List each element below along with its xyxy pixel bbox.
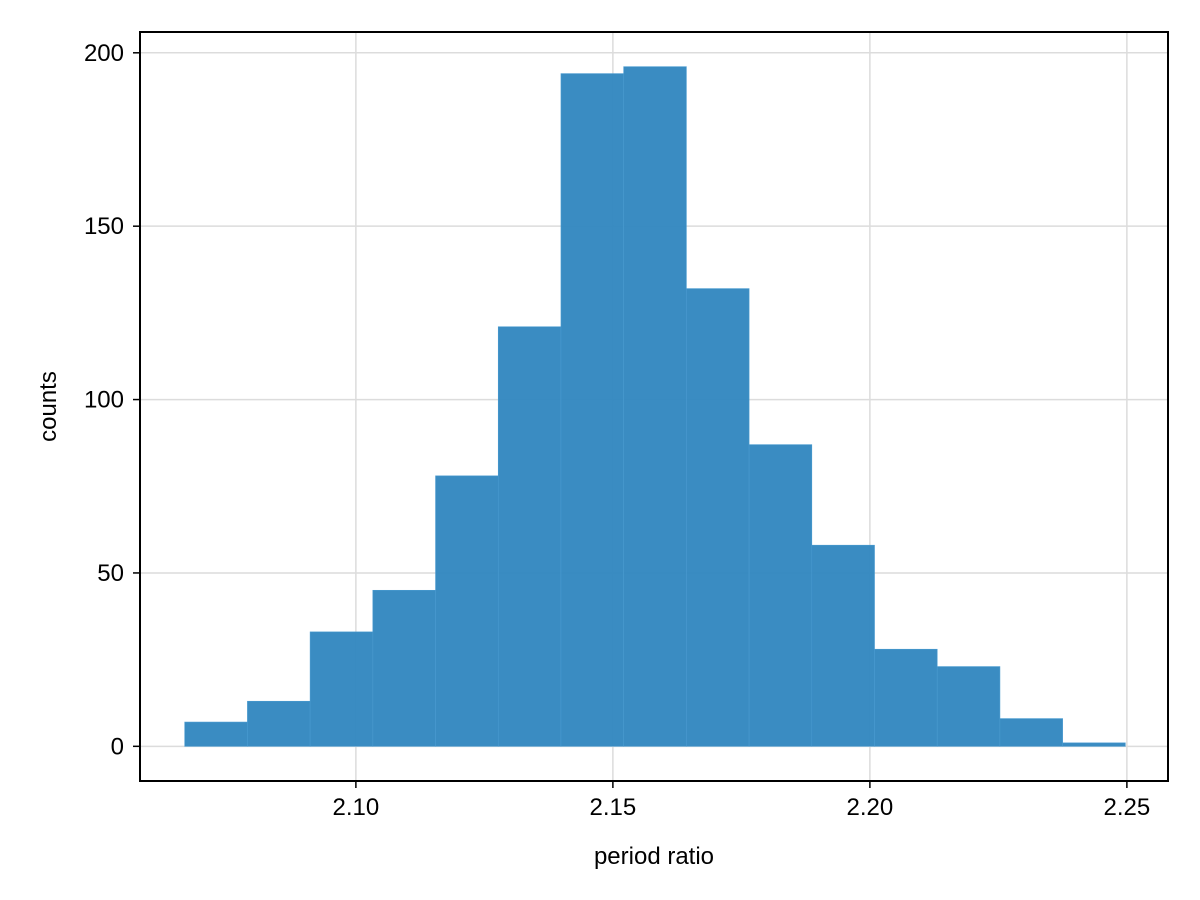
x-tick-label: 2.20 bbox=[847, 794, 894, 821]
histogram-bar bbox=[999, 718, 1063, 747]
histogram-bar bbox=[686, 288, 750, 747]
histogram-bar bbox=[560, 73, 624, 747]
histogram-bars bbox=[184, 66, 1126, 747]
histogram-bar bbox=[1062, 742, 1126, 747]
histogram-bar bbox=[247, 700, 311, 747]
plot-frame bbox=[139, 31, 1169, 782]
y-tick-label: 100 bbox=[84, 387, 124, 414]
histogram-bar bbox=[811, 544, 875, 747]
histogram-bar bbox=[936, 666, 1001, 747]
histogram-bar bbox=[184, 721, 248, 747]
x-tick-label: 2.15 bbox=[590, 794, 637, 821]
histogram-bar bbox=[497, 326, 562, 747]
axis-ticks: 2.10 2.15 2.20 2.25 0 50 100 150 200 bbox=[84, 40, 1150, 821]
histogram-bar bbox=[623, 66, 687, 747]
x-tick-label: 2.25 bbox=[1104, 794, 1151, 821]
x-tick-label: 2.10 bbox=[333, 794, 380, 821]
y-tick-label: 150 bbox=[84, 213, 124, 240]
x-axis-title: period ratio bbox=[594, 843, 714, 870]
y-tick-label: 200 bbox=[84, 40, 124, 67]
y-axis-title: counts bbox=[35, 371, 62, 442]
histogram-bar bbox=[372, 589, 436, 747]
y-tick-label: 0 bbox=[111, 733, 124, 760]
histogram-bar bbox=[874, 648, 938, 747]
histogram-bar bbox=[435, 475, 499, 747]
y-tick-label: 50 bbox=[97, 560, 124, 587]
histogram-bar bbox=[748, 444, 813, 747]
histogram-bar bbox=[309, 631, 374, 747]
